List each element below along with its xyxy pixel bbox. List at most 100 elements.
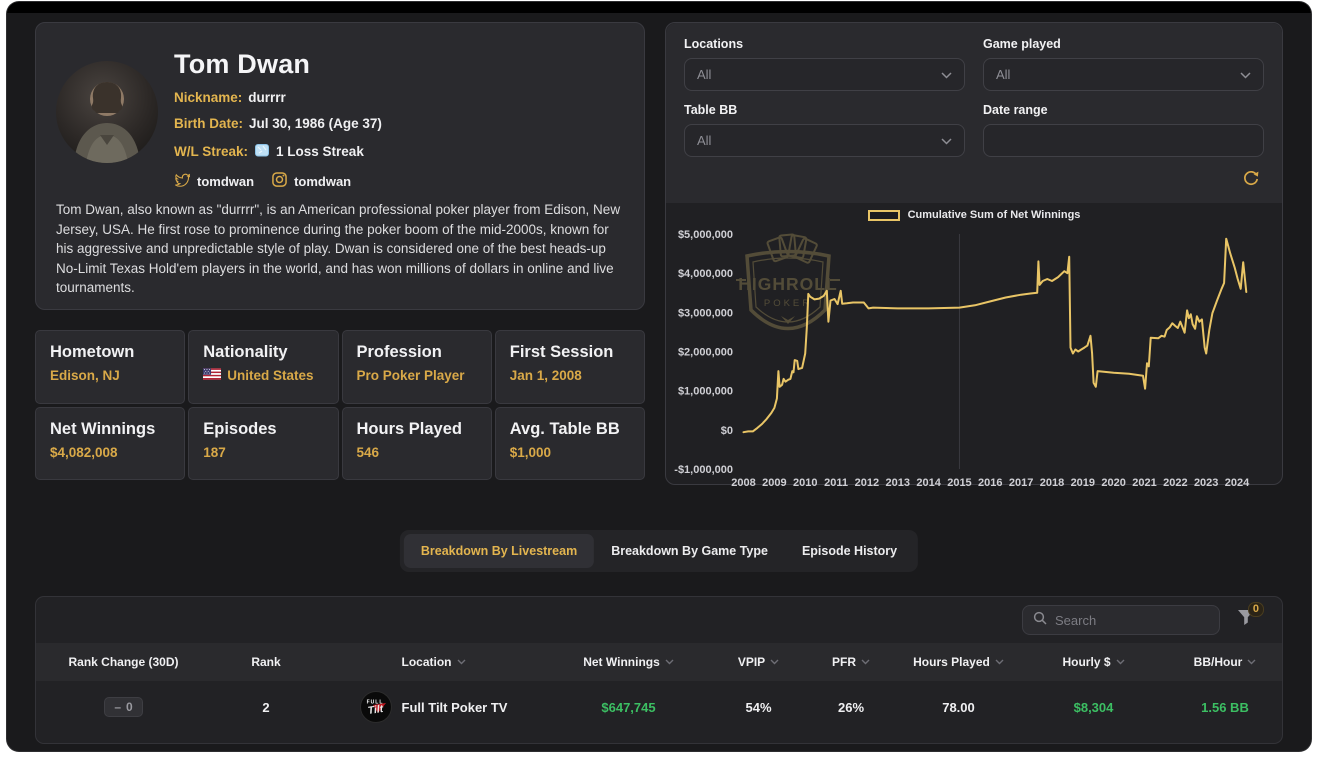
y-axis-tick: $3,000,000: [678, 307, 733, 319]
twitter-handle: tomdwan: [197, 173, 255, 189]
y-axis-tick: -$1,000,000: [674, 464, 733, 476]
column-header-rank: Rank: [251, 655, 281, 669]
stat-value: $1,000: [509, 444, 552, 460]
stat-value: Edison, NJ: [50, 368, 120, 383]
game-played-select[interactable]: All: [983, 58, 1264, 91]
legend-label: Cumulative Sum of Net Winnings: [907, 209, 1081, 221]
column-header-net-winnings[interactable]: Net Winnings: [546, 655, 711, 669]
player-bio: Tom Dwan, also known as "durrrr", is an …: [56, 202, 621, 295]
tab-breakdown-by-game-type[interactable]: Breakdown By Game Type: [611, 544, 768, 558]
stat-label: First Session: [509, 343, 614, 361]
nickname-label: Nickname:: [174, 90, 243, 105]
y-axis-tick: $5,000,000: [678, 229, 733, 241]
x-axis-tick: 2010: [793, 477, 817, 489]
x-axis-tick: 2012: [855, 477, 879, 489]
avatar: [56, 61, 158, 163]
x-axis-tick: 2018: [1040, 477, 1064, 489]
x-axis-tick: 2016: [978, 477, 1002, 489]
date-range-input[interactable]: [983, 124, 1264, 157]
streak-value: 1 Loss Streak: [276, 144, 364, 159]
refresh-button[interactable]: [1240, 169, 1262, 191]
x-axis-tick: 2008: [731, 477, 755, 489]
svg-text:FULL: FULL: [366, 700, 383, 706]
column-header-bb-hour[interactable]: BB/Hour: [1166, 655, 1282, 669]
sort-chevron-icon: [457, 659, 465, 665]
x-axis-tick: 2024: [1225, 477, 1250, 489]
stats-grid: Hometown Edison, NJ Nationality United Stat…: [35, 330, 645, 480]
stat-avg-table-bb: Avg. Table BB $1,000: [494, 406, 645, 480]
stat-label: Nationality: [203, 343, 288, 361]
chevron-down-icon: [941, 67, 952, 82]
column-header-hourly[interactable]: Hourly $: [1021, 655, 1166, 669]
cumulative-net-winnings-line: [742, 237, 1248, 434]
svg-text:Tilt: Tilt: [366, 703, 384, 717]
table-filter-button[interactable]: 0: [1236, 602, 1264, 632]
stat-value: 187: [203, 444, 226, 460]
profile-card: Tom Dwan Nickname: durrrr Birth Date: Ju…: [35, 22, 645, 310]
stat-value: Pro Poker Player: [356, 368, 465, 383]
app-window: Tom Dwan Nickname: durrrr Birth Date: Ju…: [7, 2, 1311, 751]
x-axis-tick: 2011: [824, 477, 848, 489]
filter-date-range: Date range: [983, 103, 1264, 157]
stat-label: Hometown: [50, 343, 135, 361]
column-header-vpip[interactable]: VPIP: [711, 655, 806, 669]
streak-label: W/L Streak:: [174, 144, 249, 159]
stat-net-winnings: Net Winnings $4,082,008: [35, 406, 186, 480]
location-cell: FULL Tilt Full Tilt Poker TV: [321, 691, 546, 723]
filter-game-played: Game played All: [983, 37, 1264, 91]
filters-chart-card: Locations All Game played All: [665, 22, 1283, 489]
svg-text:POKER: POKER: [764, 298, 812, 309]
instagram-link[interactable]: tomdwan: [272, 172, 351, 190]
rank-change-cell: – 0: [36, 697, 211, 717]
locations-label: Locations: [684, 37, 744, 51]
sort-chevron-icon: [1116, 659, 1124, 665]
location-name: Full Tilt Poker TV: [401, 699, 508, 715]
date-range-label: Date range: [983, 103, 1048, 117]
search-icon: [1033, 611, 1047, 630]
rank-change-badge: – 0: [104, 697, 143, 717]
column-header-location[interactable]: Location: [321, 655, 546, 669]
search-input[interactable]: [1055, 612, 1205, 628]
column-header-pfr[interactable]: PFR: [806, 655, 896, 669]
table-header-row: Rank Change (30D) Rank Location Net Winning…: [36, 643, 1282, 681]
refresh-icon: [1242, 169, 1260, 192]
chart-legend: Cumulative Sum of Net Winnings: [666, 203, 1282, 223]
x-axis-tick: 2013: [886, 477, 910, 489]
y-axis-tick: $2,000,000: [678, 347, 733, 359]
net-winnings-chart[interactable]: HIGHROLL POKER $5,000,000 $4,000,000 $3,00…: [666, 223, 1282, 498]
stat-value: Jan 1, 2008: [509, 368, 582, 383]
birthdate-value: Jul 30, 1986 (Age 37): [249, 116, 382, 131]
y-axis-tick: $1,000,000: [678, 386, 733, 398]
x-axis-tick: 2017: [1009, 477, 1033, 489]
table-bb-value: All: [697, 133, 712, 148]
tab-episode-history[interactable]: Episode History: [801, 544, 898, 558]
tab-breakdown-by-livestream[interactable]: Breakdown By Livestream: [403, 534, 595, 568]
stat-label: Profession: [356, 343, 442, 361]
x-axis-tick: 2023: [1194, 477, 1218, 489]
column-header-hours-played[interactable]: Hours Played: [896, 655, 1021, 669]
locations-select[interactable]: All: [684, 58, 965, 91]
stat-episodes: Episodes 187: [188, 406, 339, 480]
sort-chevron-icon: [770, 659, 779, 665]
y-axis-tick: $4,000,000: [678, 268, 733, 280]
stat-value: United States: [203, 368, 323, 383]
filter-count-badge: 0: [1247, 602, 1264, 617]
filters-section: Locations All Game played All: [666, 23, 1282, 203]
stat-profession: Profession Pro Poker Player: [341, 330, 492, 404]
x-axis-tick: 2022: [1163, 477, 1187, 489]
filter-locations: Locations All: [684, 37, 965, 91]
x-axis-tick: 2020: [1101, 477, 1125, 489]
twitter-icon: [174, 173, 191, 190]
top-black-bar: [7, 2, 1311, 13]
table-bb-select[interactable]: All: [684, 124, 965, 157]
full-tilt-logo: FULL Tilt: [359, 691, 392, 723]
x-axis-tick: 2021: [1132, 477, 1156, 489]
player-name: Tom Dwan: [174, 49, 311, 79]
search-box: [1022, 605, 1220, 635]
chevron-down-icon: [1240, 67, 1251, 82]
table-row[interactable]: – 0 2 FULL Tilt Full Tilt Poker TV: [36, 681, 1282, 733]
sort-chevron-icon: [665, 659, 674, 665]
stat-hometown: Hometown Edison, NJ: [35, 330, 186, 404]
twitter-link[interactable]: tomdwan: [174, 173, 254, 190]
